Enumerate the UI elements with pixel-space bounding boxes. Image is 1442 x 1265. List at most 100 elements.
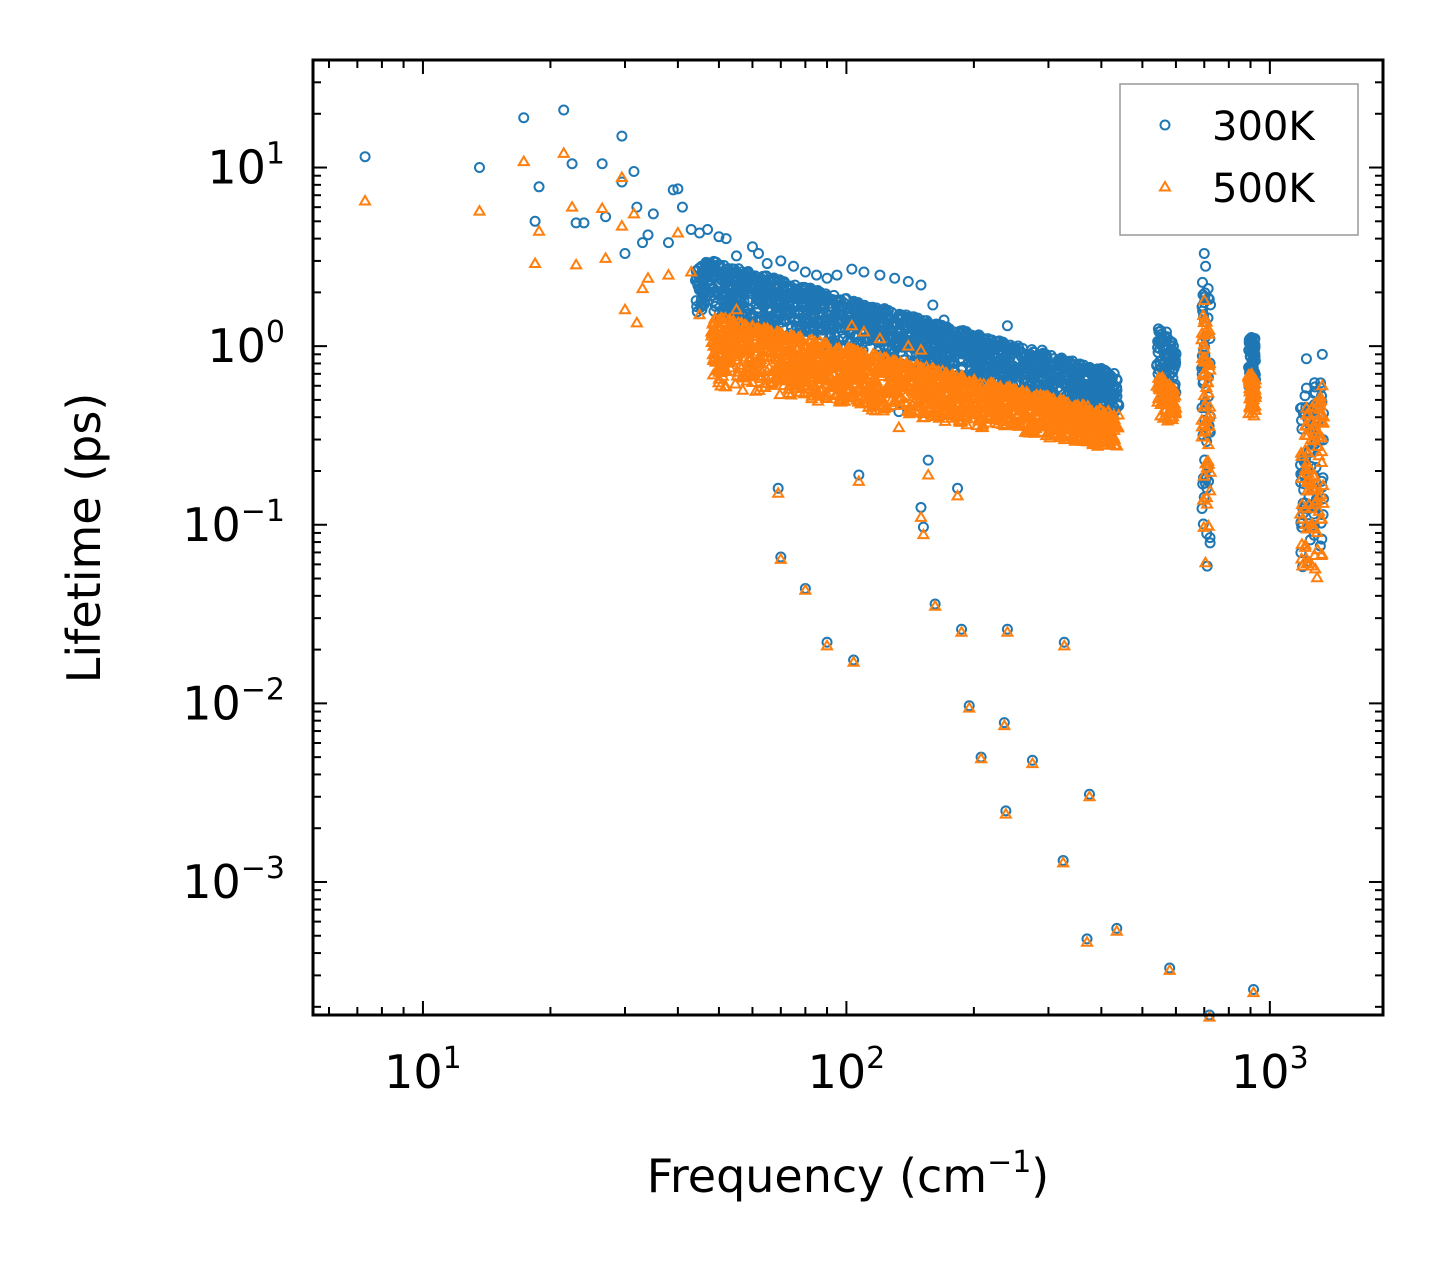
point-500k xyxy=(957,392,972,405)
point-500k xyxy=(805,354,820,367)
point-500k xyxy=(1304,415,1319,427)
point-300k xyxy=(1000,805,1012,817)
point-500k xyxy=(829,373,844,385)
point-300k xyxy=(1200,260,1212,272)
point-500k xyxy=(714,333,728,346)
point-300k xyxy=(1202,283,1214,295)
point-500k xyxy=(565,200,579,212)
point-300k xyxy=(753,295,765,307)
point-300k xyxy=(781,309,793,321)
point-300k xyxy=(977,333,989,345)
point-500k xyxy=(1301,406,1316,419)
point-500k xyxy=(773,344,787,357)
point-300k xyxy=(600,211,612,223)
point-300k xyxy=(949,326,961,338)
point-500k xyxy=(918,379,933,392)
point-500k xyxy=(1246,985,1261,998)
point-300k xyxy=(707,295,719,307)
point-500k xyxy=(937,378,951,391)
point-300k xyxy=(945,337,957,349)
point-500k xyxy=(894,391,908,403)
point-300k xyxy=(772,482,784,494)
point-500k xyxy=(919,359,934,372)
point-500k xyxy=(1027,390,1042,402)
point-500k xyxy=(1027,419,1042,431)
point-300k xyxy=(473,162,485,174)
point-500k xyxy=(1299,418,1314,431)
point-500k xyxy=(1301,445,1315,458)
point-500k xyxy=(928,599,942,611)
point-300k xyxy=(709,300,721,312)
point-500k xyxy=(753,350,767,362)
point-500k xyxy=(988,394,1002,407)
point-500k xyxy=(1000,385,1015,398)
point-500k xyxy=(1198,555,1213,568)
point-500k xyxy=(852,474,866,486)
point-500k xyxy=(885,371,899,384)
point-500k xyxy=(1025,756,1040,769)
point-500k xyxy=(1312,489,1326,502)
point-500k xyxy=(759,336,774,348)
point-500k xyxy=(730,353,744,365)
point-500k xyxy=(1008,404,1023,416)
point-500k xyxy=(1047,395,1062,408)
point-300k xyxy=(1081,933,1093,945)
point-500k xyxy=(925,362,940,374)
point-300k xyxy=(889,272,901,284)
point-500k xyxy=(1203,400,1217,412)
point-500k xyxy=(804,367,818,380)
point-300k xyxy=(948,357,960,369)
point-500k xyxy=(729,331,743,344)
point-500k xyxy=(999,807,1013,819)
point-500k xyxy=(706,335,720,347)
point-500k xyxy=(969,379,984,391)
point-500k xyxy=(995,404,1010,416)
point-500k xyxy=(825,361,839,374)
point-500k xyxy=(692,307,707,320)
point-500k xyxy=(823,355,838,368)
point-500k xyxy=(1308,561,1322,574)
point-500k xyxy=(852,367,867,379)
point-500k xyxy=(1070,400,1085,413)
y-tick-label: 10−1 xyxy=(182,494,285,552)
point-500k xyxy=(569,257,583,270)
point-500k xyxy=(1057,638,1072,651)
point-500k xyxy=(974,751,988,764)
point-300k xyxy=(1315,377,1327,389)
point-500k xyxy=(1009,418,1024,431)
point-500k xyxy=(1201,386,1216,398)
point-500k xyxy=(1196,493,1210,505)
point-300k xyxy=(1026,754,1038,766)
point-500k xyxy=(1087,420,1102,433)
point-500k xyxy=(853,354,868,366)
point-300k xyxy=(994,360,1006,372)
point-300k xyxy=(566,158,578,170)
point-500k xyxy=(795,352,810,364)
point-500k xyxy=(925,395,939,407)
point-300k xyxy=(702,223,714,235)
point-300k xyxy=(1112,398,1124,410)
point-300k xyxy=(792,283,804,295)
point-500k xyxy=(867,391,881,403)
point-300k xyxy=(863,319,875,331)
point-500k xyxy=(846,655,861,667)
point-300k xyxy=(628,166,640,178)
point-300k xyxy=(637,237,649,249)
point-300k xyxy=(667,184,679,196)
point-500k xyxy=(765,376,779,388)
point-300k xyxy=(1094,374,1106,386)
point-500k xyxy=(1024,411,1038,423)
point-500k xyxy=(1198,456,1213,469)
point-500k xyxy=(1198,397,1212,410)
point-500k xyxy=(1312,504,1326,516)
point-300k xyxy=(850,300,862,312)
point-300k xyxy=(771,274,783,286)
point-300k xyxy=(729,286,741,298)
legend-label-300k: 300K xyxy=(1212,104,1316,150)
point-500k xyxy=(928,364,942,376)
x-axis-title: Frequency (cm−1) xyxy=(647,1145,1050,1203)
point-500k xyxy=(1159,385,1174,398)
point-300k xyxy=(1104,388,1116,400)
point-500k xyxy=(704,325,719,337)
point-300k xyxy=(662,237,674,249)
